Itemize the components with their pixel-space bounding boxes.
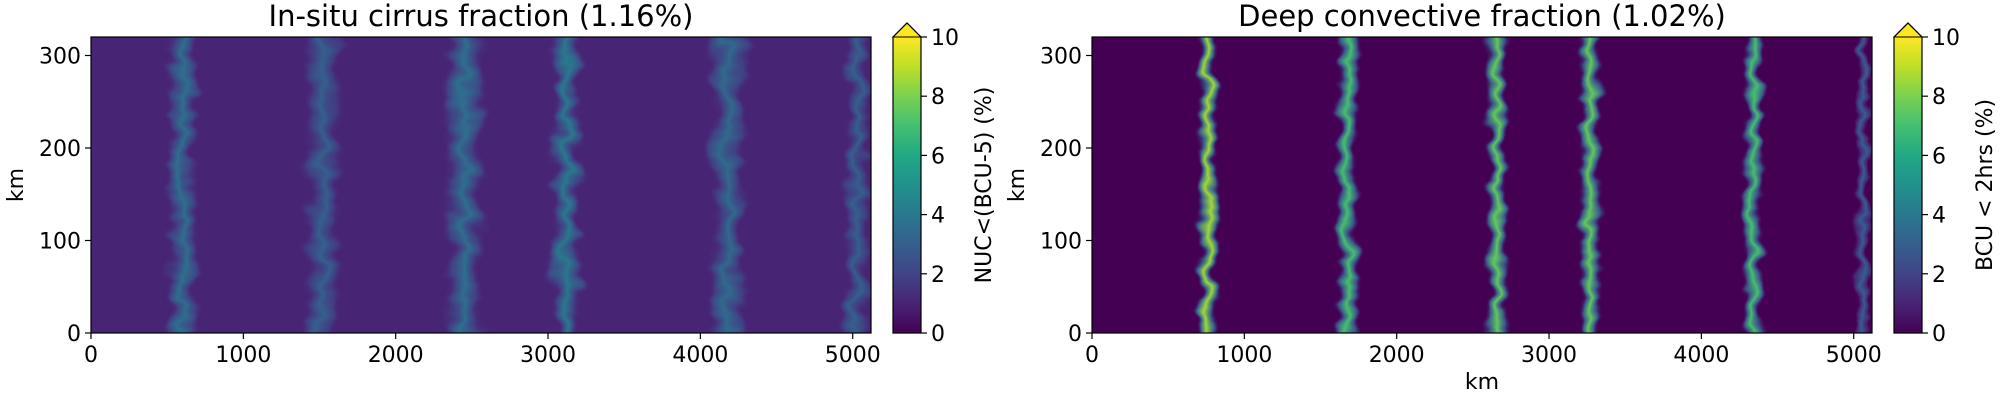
- x-tick-label: 0: [1085, 343, 1099, 368]
- heatmap-field: [91, 37, 871, 333]
- heatmap-band: [165, 37, 200, 333]
- colorbar-label: BCU < 2hrs (%): [1973, 99, 1998, 271]
- panel-title: Deep convective fraction (1.02%): [1238, 0, 1726, 33]
- colorbar-tick-label: 4: [931, 204, 945, 229]
- x-axis-label: km: [1465, 370, 1499, 395]
- y-axis-label: km: [4, 168, 29, 202]
- y-axis-label: km: [1005, 168, 1030, 202]
- colorbar-tick-label: 0: [1932, 322, 1946, 347]
- heatmap-band: [1855, 37, 1871, 333]
- heatmap-band: [302, 37, 343, 333]
- colorbar-tick-label: 2: [931, 263, 945, 288]
- y-tick-label: 0: [67, 322, 81, 347]
- colorbar-extend-arrow: [1892, 22, 1924, 38]
- heatmap-band: [442, 37, 486, 333]
- colorbar-extend-arrow: [891, 22, 923, 38]
- heatmap-band: [549, 37, 584, 333]
- x-tick-label: 3000: [520, 343, 576, 368]
- x-tick-label: 2000: [1369, 343, 1425, 368]
- y-tick-label: 0: [1068, 322, 1082, 347]
- x-tick-label: 1000: [215, 343, 271, 368]
- panel-title: In-situ cirrus fraction (1.16%): [269, 0, 694, 33]
- heatmap-band: [1197, 37, 1219, 333]
- colorbar-outline: [1893, 22, 1923, 334]
- colorbar-tick-label: 8: [931, 85, 945, 110]
- colorbar-label: NUC<(BCU-5) (%): [972, 87, 997, 284]
- colorbar-gradient: [893, 37, 921, 333]
- plot-frame: [90, 36, 872, 334]
- x-tick-label: 1000: [1216, 343, 1272, 368]
- y-tick-label: 100: [39, 230, 81, 255]
- colorbar: 0 2 4 6 8 10 BCU < 2hrs (%): [1892, 22, 1998, 347]
- colorbar-tick-label: 0: [931, 322, 945, 347]
- colorbar-outline: [892, 22, 922, 334]
- heatmap-bands: [1197, 37, 1871, 333]
- colorbar-gradient: [1894, 37, 1922, 333]
- heatmap-band: [707, 37, 748, 333]
- heatmap-band: [1335, 37, 1361, 333]
- x-tick-label: 5000: [825, 343, 881, 368]
- plot-frame: [1091, 36, 1873, 334]
- heatmap-band: [1578, 37, 1602, 333]
- y-tick-label: 100: [1040, 230, 1082, 255]
- y-tick-label: 300: [39, 45, 81, 70]
- y-tick-label: 300: [1040, 45, 1082, 70]
- heatmap-band: [843, 37, 871, 333]
- x-tick-label: 2000: [368, 343, 424, 368]
- y-tick-label: 200: [39, 137, 81, 162]
- heatmap-band: [1742, 37, 1764, 333]
- colorbar-tick-label: 10: [931, 26, 959, 51]
- heatmap-background: [1092, 37, 1872, 333]
- colorbar-tick-label: 4: [1932, 204, 1946, 229]
- y-tick-label: 200: [1040, 137, 1082, 162]
- colorbar-tick-label: 2: [1932, 263, 1946, 288]
- colorbar: 0 2 4 6 8 10 NUC<(BCU-5) (%): [891, 22, 997, 347]
- colorbar-tick-label: 6: [931, 144, 945, 169]
- x-tick-label: 5000: [1826, 343, 1882, 368]
- colorbar-tick-label: 6: [1932, 144, 1946, 169]
- heatmap-band: [1485, 37, 1509, 333]
- heatmap-field: [1092, 37, 1872, 333]
- x-tick-label: 3000: [1521, 343, 1577, 368]
- x-tick-label: 4000: [1673, 343, 1729, 368]
- heatmap-bands: [165, 37, 871, 333]
- colorbar-tick-label: 8: [1932, 85, 1946, 110]
- x-tick-label: 4000: [672, 343, 728, 368]
- colorbar-tick-label: 10: [1932, 26, 1960, 51]
- x-tick-label: 0: [84, 343, 98, 368]
